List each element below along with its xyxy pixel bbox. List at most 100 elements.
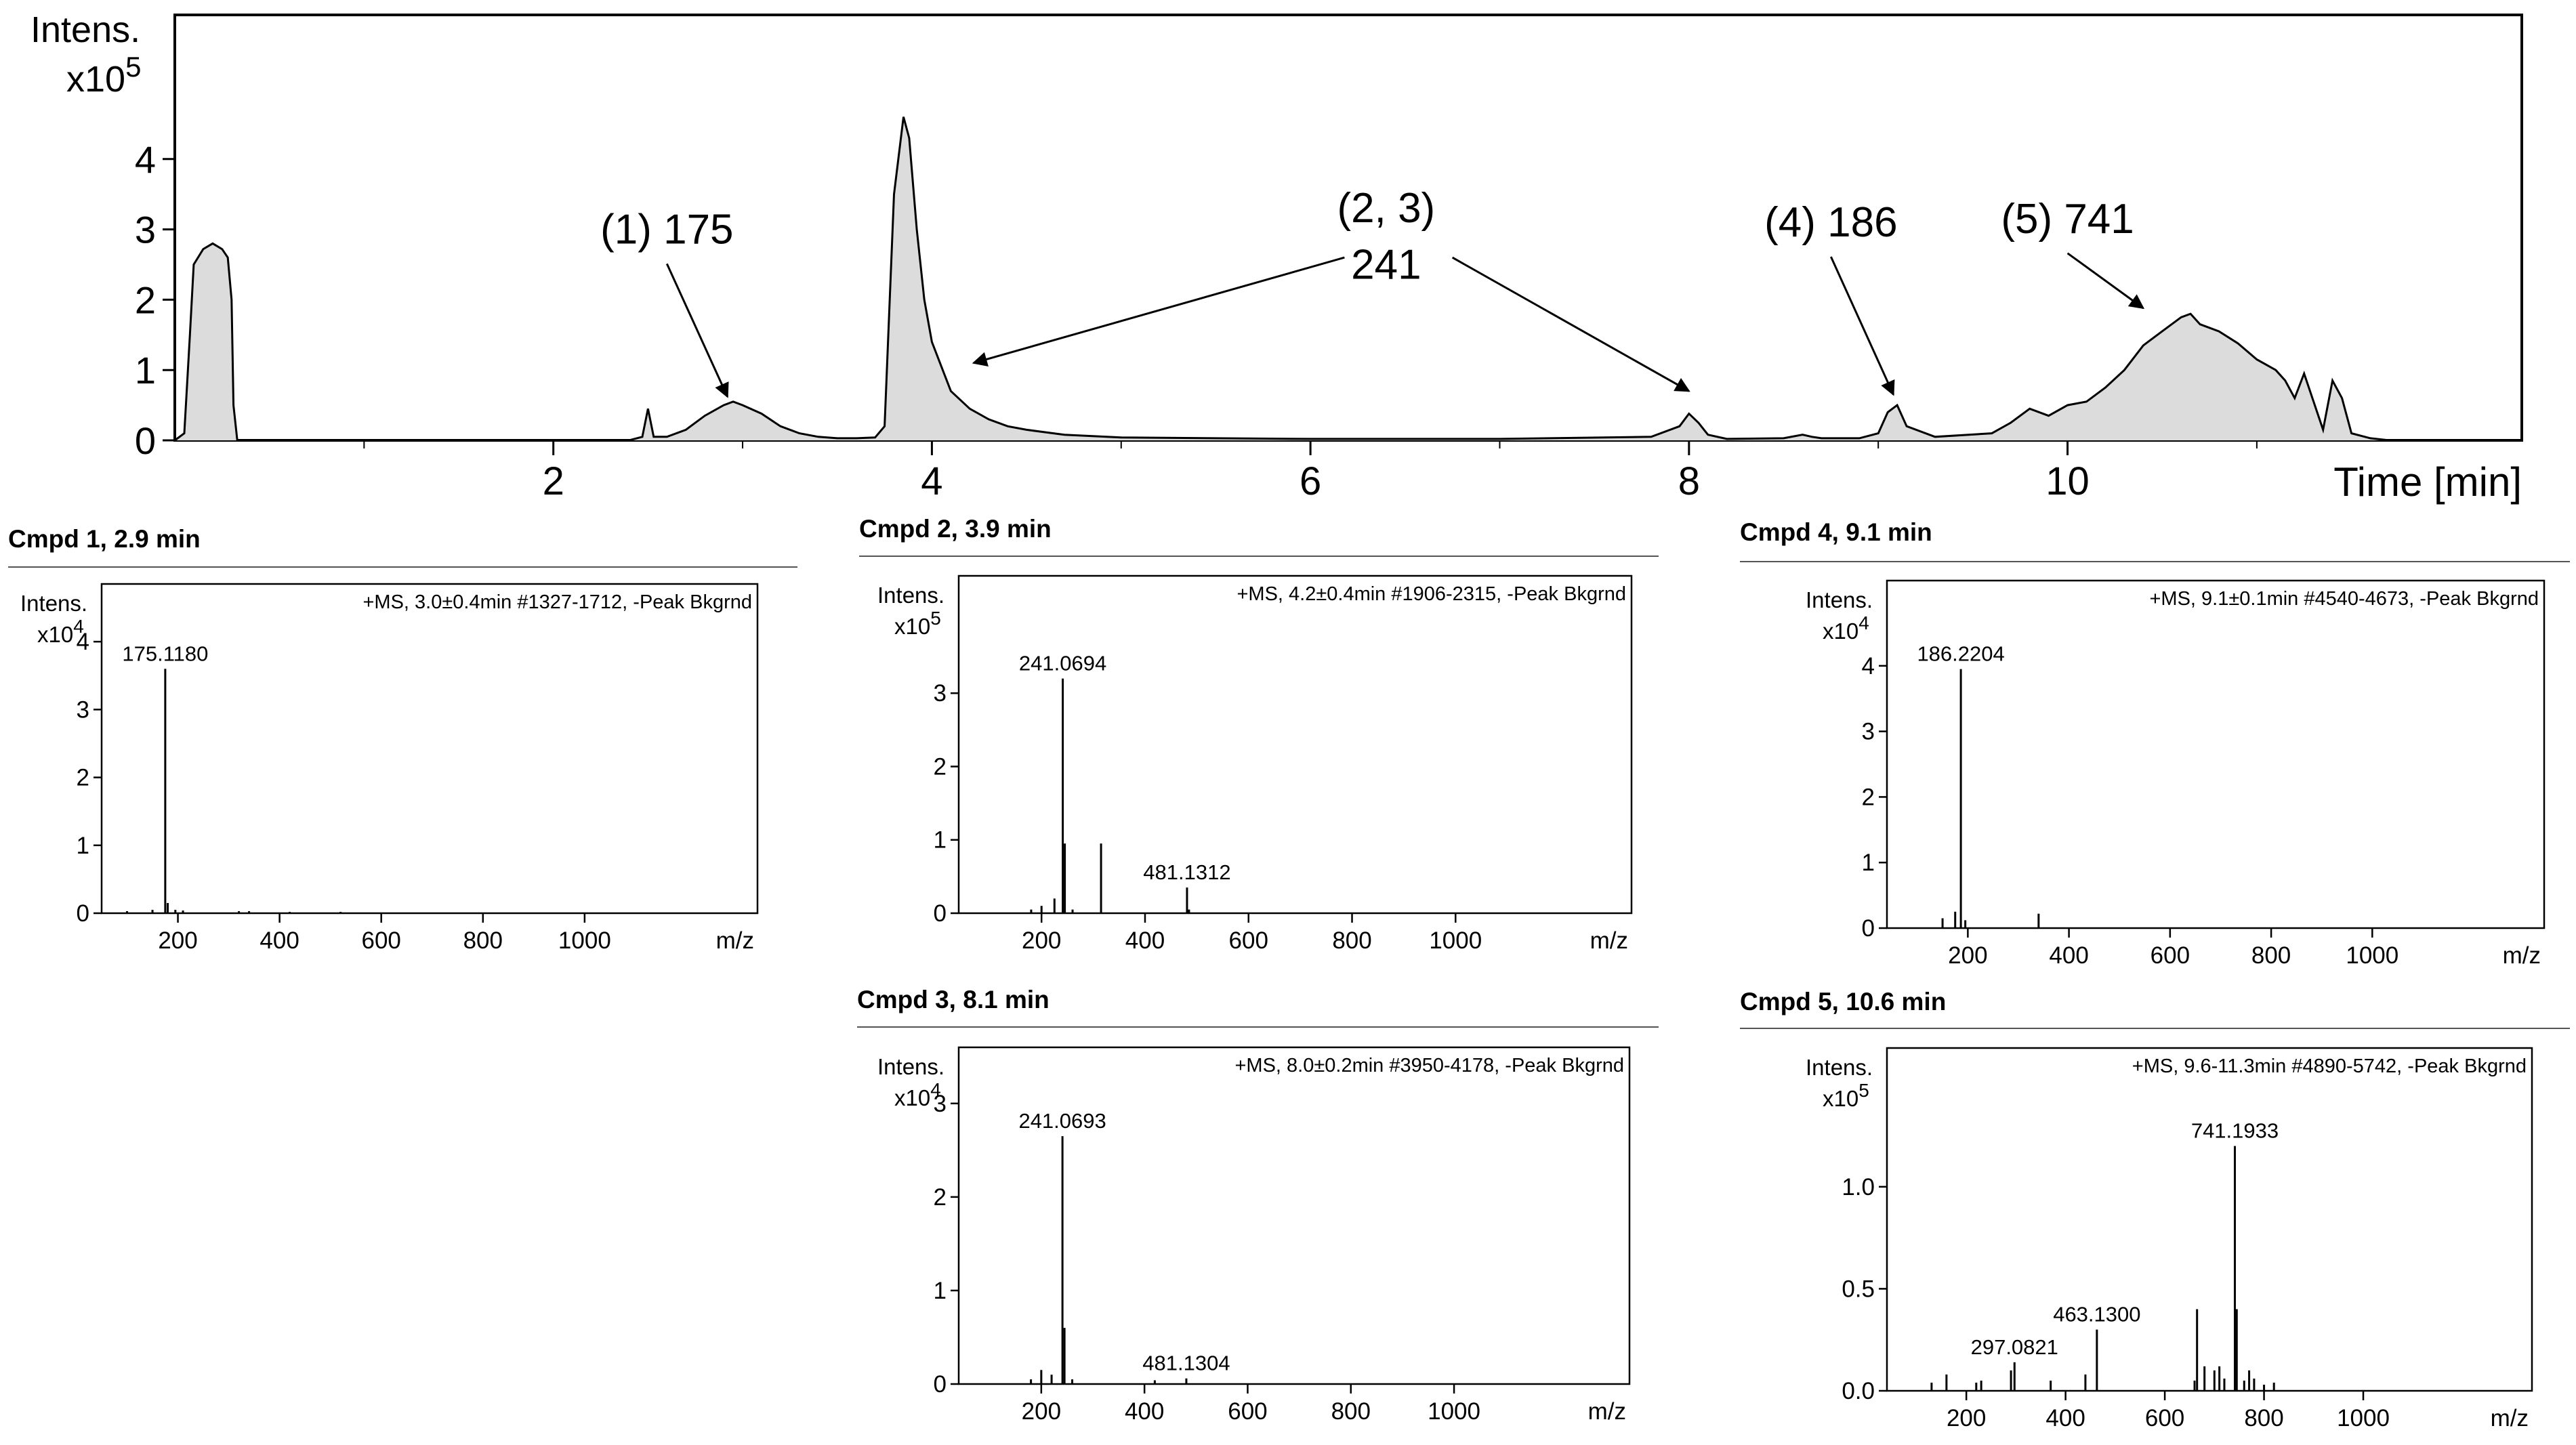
x-axis-label: m/z [1590, 927, 1628, 954]
peak-label: 481.1312 [1143, 860, 1230, 884]
x-tick-label: 400 [2049, 942, 2088, 969]
x-tick-label: 600 [2151, 942, 2190, 969]
y-tick-label: 2 [934, 1184, 947, 1211]
y-axis-exponent: 5 [125, 51, 141, 83]
y-tick-label: 4 [1862, 653, 1875, 679]
spectrum-info: +MS, 4.2±0.4min #1906-2315, -Peak Bkgrnd [1237, 583, 1626, 605]
y-tick-label: 1 [934, 827, 947, 854]
x-tick-label: 800 [463, 927, 503, 954]
y-axis-label: Intens. [30, 9, 140, 50]
x-tick-label: 200 [1022, 1398, 1061, 1425]
peak-annotation-arrow [2066, 252, 2145, 310]
x-tick-label: 200 [1948, 942, 1987, 969]
x-tick-label: 1000 [1428, 1398, 1480, 1425]
x-tick-label: 400 [2045, 1405, 2085, 1431]
x-tick-label: 400 [1125, 1398, 1164, 1425]
x-tick-label: 1000 [2346, 942, 2398, 969]
y-tick-label: 0.5 [1842, 1276, 1875, 1302]
y-axis-exponent: 4 [1858, 612, 1869, 633]
x-tick-label: 600 [1229, 927, 1268, 954]
peak-label: 241.0693 [1018, 1109, 1106, 1133]
spectrum-frame [957, 574, 1633, 915]
x-tick-label: 200 [1022, 927, 1061, 954]
y-tick-label: 4 [135, 138, 156, 181]
y-axis-multiplier: x105 [66, 51, 141, 100]
y-tick-label: 1 [77, 833, 89, 859]
y-tick-label: 2 [934, 753, 947, 780]
x-axis-label: m/z [1588, 1398, 1626, 1425]
x-tick-label: 200 [158, 927, 197, 954]
y-axis-multiplier: x104 [1823, 612, 1869, 644]
x-tick-label: 2 [543, 459, 564, 503]
y-tick-label: 0 [77, 900, 89, 927]
x-tick-label: 8 [1678, 459, 1700, 503]
x-tick-label: 800 [1331, 1398, 1371, 1425]
ms2-spectrum-plot: +MS, 4.2±0.4min #1906-2315, -Peak Bkgrnd… [877, 574, 1633, 954]
peak-label: 481.1304 [1142, 1352, 1230, 1375]
y-tick-label: 0 [1862, 915, 1875, 942]
y-axis-label: Intens. [877, 583, 944, 608]
peak-label: 241.0694 [1019, 652, 1106, 675]
peak-annotation-arrow [1451, 256, 1690, 392]
x-tick-label: 600 [1228, 1398, 1267, 1425]
y-tick-label: 4 [77, 629, 89, 655]
y-tick-label: 3 [135, 209, 156, 251]
ms2-title: Cmpd 2, 3.9 min [859, 515, 1052, 543]
y-tick-label: 1 [1862, 850, 1875, 876]
ms5-title: Cmpd 5, 10.6 min [1740, 988, 1947, 1015]
chromatogram-area [175, 117, 2522, 440]
y-axis-exponent: 4 [930, 1079, 941, 1100]
peak-annotation-arrow [972, 256, 1345, 367]
y-tick-label: 3 [1862, 719, 1875, 745]
peak-label: 463.1300 [2053, 1303, 2140, 1326]
y-axis-exponent: 4 [73, 616, 84, 637]
y-tick-label: 1 [934, 1278, 947, 1304]
x-tick-label: 400 [259, 927, 299, 954]
spectrum-frame [1886, 579, 2546, 929]
ms5-title-rule [1740, 1028, 2570, 1029]
y-tick-label: 3 [934, 1091, 947, 1117]
y-axis-label: Intens. [877, 1054, 944, 1079]
y-axis-label: Intens. [1806, 587, 1873, 612]
x-axis-label: Time [min] [2333, 459, 2522, 505]
spectrum-frame [957, 1046, 1631, 1385]
chromatogram-trace [174, 117, 2522, 442]
x-tick-label: 800 [2244, 1405, 2283, 1431]
spectrum-frame [1886, 1047, 2533, 1392]
ms4-title-rule [1740, 561, 2570, 562]
spectrum-frame [100, 583, 759, 915]
peak-label: 297.0821 [1971, 1335, 2058, 1359]
ms1-title-rule [8, 566, 797, 568]
spectrum-info: +MS, 3.0±0.4min #1327-1712, -Peak Bkgrnd [362, 591, 752, 613]
peak-annotation-arrow [665, 263, 729, 398]
x-tick-label: 200 [1947, 1405, 1986, 1431]
y-tick-label: 1.0 [1842, 1174, 1875, 1200]
y-tick-label: 0 [135, 419, 156, 462]
peak-label: 741.1933 [2191, 1119, 2279, 1143]
y-tick-label: 0 [934, 900, 947, 927]
y-axis-label: Intens. [1806, 1055, 1873, 1080]
ms2-title-rule [859, 556, 1659, 557]
x-axis-label: m/z [2491, 1405, 2529, 1431]
y-tick-label: 2 [77, 765, 89, 791]
ms1-spectrum-plot: +MS, 3.0±0.4min #1327-1712, -Peak Bkgrnd… [20, 583, 759, 954]
x-tick-label: 600 [2145, 1405, 2184, 1431]
y-tick-label: 0 [934, 1371, 947, 1398]
x-tick-label: 10 [2045, 459, 2090, 503]
y-tick-label: 0.0 [1842, 1378, 1875, 1404]
y-tick-label: 1 [135, 349, 156, 392]
chromatogram-plot: 2 4 6 8 10 0 1 2 3 4 Intens.x105 Time [min] (1) 175 (… [30, 9, 2523, 505]
y-axis-multiplier: x105 [894, 608, 941, 639]
ms3-title-rule [857, 1026, 1659, 1028]
ms3-spectrum-plot: +MS, 8.0±0.2min #3950-4178, -Peak Bkgrnd… [877, 1046, 1631, 1425]
x-tick-label: 1000 [2337, 1405, 2390, 1431]
y-tick-label: 2 [1862, 784, 1875, 810]
x-tick-label: 1000 [1429, 927, 1482, 954]
x-tick-label: 1000 [558, 927, 611, 954]
peak-annotation-label: 241 [1351, 241, 1421, 288]
y-axis-exponent: 5 [930, 608, 941, 629]
ms3-title: Cmpd 3, 8.1 min [857, 986, 1050, 1013]
spectrum-info: +MS, 8.0±0.2min #3950-4178, -Peak Bkgrnd [1234, 1055, 1624, 1076]
ms5-spectrum-plot: +MS, 9.6-11.3min #4890-5742, -Peak Bkgrn… [1806, 1047, 2533, 1431]
